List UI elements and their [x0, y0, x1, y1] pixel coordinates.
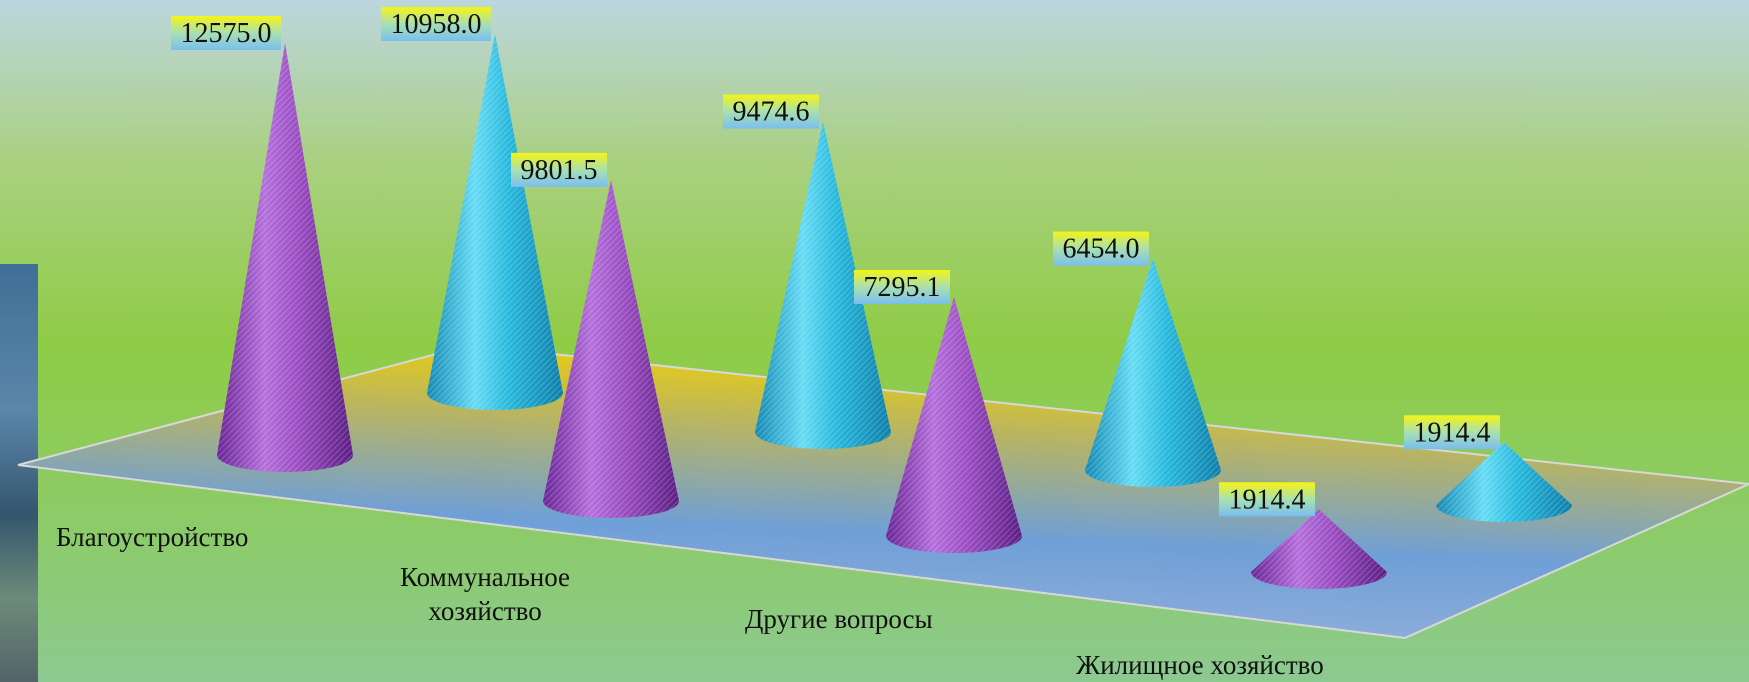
cone-texture [1436, 442, 1572, 522]
value-label-text: 9474.6 [733, 97, 810, 128]
cone-s0-c0 [217, 43, 353, 472]
cone-texture [1251, 509, 1387, 589]
value-label-s1-c2: 6454.0 [1053, 231, 1149, 266]
cone-texture [886, 296, 1022, 553]
cone-s0-c2 [886, 296, 1022, 553]
value-label-text: 7295.1 [864, 272, 941, 303]
category-label-0: Благоустройство [56, 522, 249, 552]
cone-s0-c1 [543, 179, 679, 519]
cone-s0-c3 [1251, 509, 1387, 589]
category-label-1: Коммунальное хозяйство [400, 562, 571, 626]
cone-texture [1085, 258, 1221, 487]
background-photo-fragment [0, 264, 38, 682]
category-label-2: Другие вопросы [745, 604, 933, 634]
cone-texture [427, 33, 563, 410]
value-label-s0-c0: 12575.0 [171, 16, 281, 50]
value-label-text: 12575.0 [181, 18, 272, 49]
value-label-s0-c1: 9801.5 [511, 152, 607, 187]
cone-s1-c3 [1436, 442, 1572, 522]
cone-texture [543, 179, 679, 519]
cone-s1-c1 [755, 121, 891, 449]
value-label-s0-c3: 1914.4 [1219, 482, 1315, 517]
value-label-s1-c1: 9474.6 [723, 94, 819, 129]
cone-s1-c0 [427, 33, 563, 410]
value-label-group: 10958.0 9474.6 12575.0 6454.0 9801.5 1914.4 72… [171, 6, 1500, 517]
value-label-text: 6454.0 [1063, 234, 1140, 265]
category-label-3: Жилищное хозяйство [1076, 650, 1324, 680]
value-label-s1-c3: 1914.4 [1404, 415, 1500, 450]
cone-group [217, 33, 1572, 589]
value-label-text: 10958.0 [391, 9, 482, 40]
cone-texture [755, 121, 891, 449]
value-label-text: 9801.5 [521, 155, 598, 186]
value-label-s0-c2: 7295.1 [854, 269, 950, 304]
value-label-s1-c0: 10958.0 [381, 6, 491, 41]
cone-texture [217, 43, 353, 472]
value-label-text: 1914.4 [1229, 484, 1306, 515]
value-label-text: 1914.4 [1414, 417, 1491, 448]
cone-s1-c2 [1085, 258, 1221, 487]
